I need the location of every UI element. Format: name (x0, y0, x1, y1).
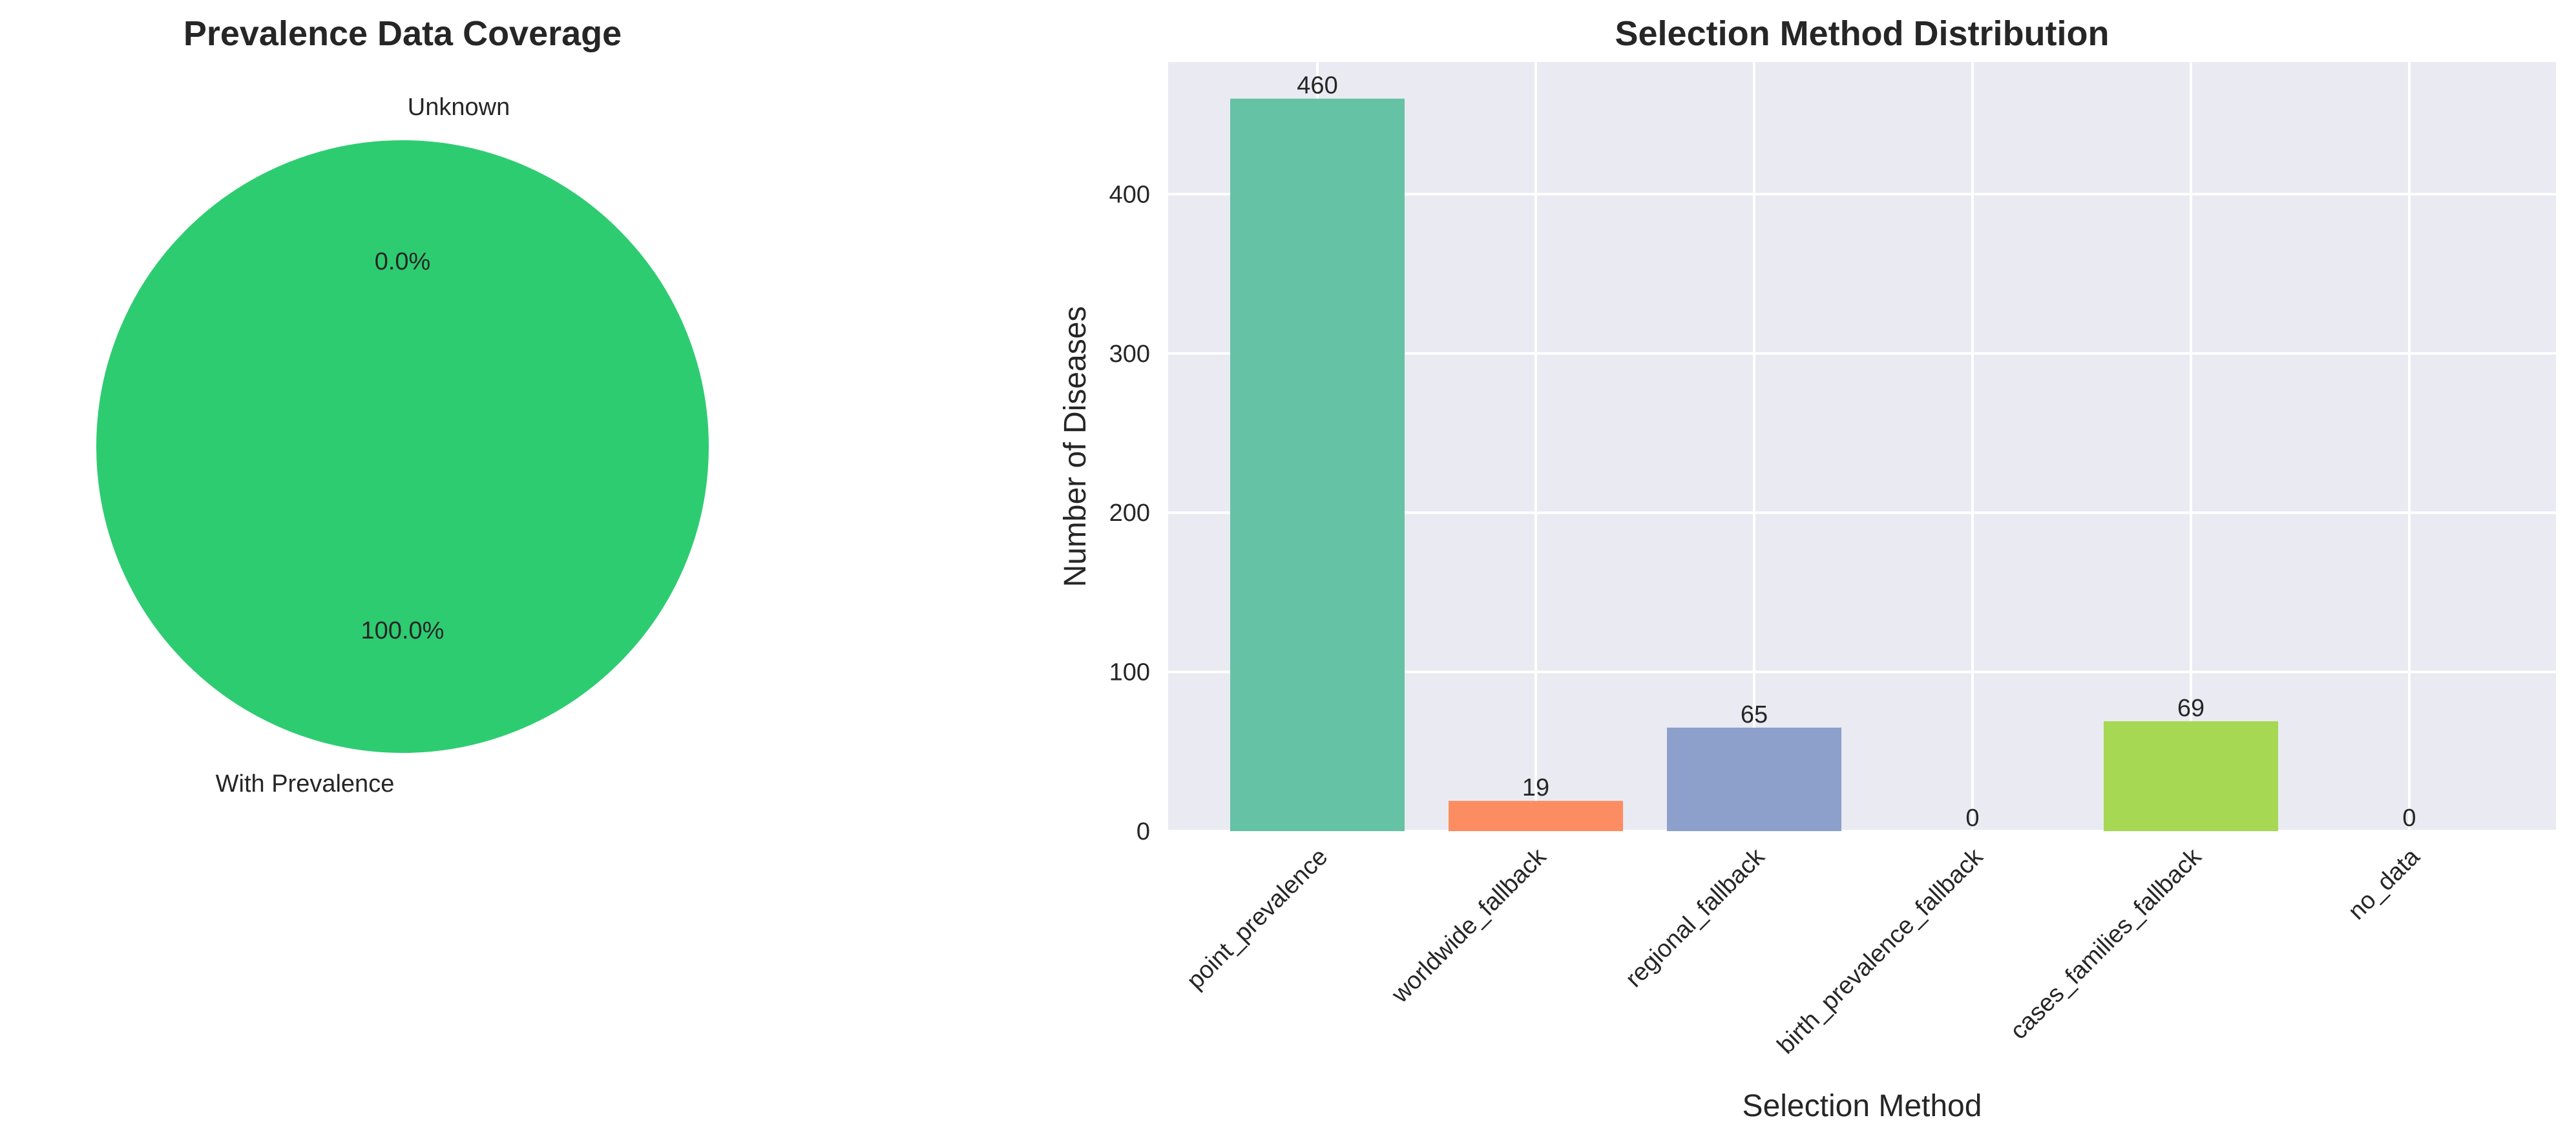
y-tick-0: 0 (1136, 818, 1150, 845)
y-tick-labels: 0 100 200 300 400 (1109, 181, 1150, 845)
bar-worldwide_fallback (1449, 801, 1623, 831)
x-axis-label: Selection Method (1743, 1089, 1982, 1123)
pie-label-with-prevalence: With Prevalence (216, 770, 395, 798)
bar-point_prevalence (1230, 98, 1405, 832)
bar-regional_fallback (1667, 727, 1841, 831)
bar-chart: Selection Method Distribution 460 19 65 0 69… (1058, 14, 2556, 1123)
bar-label-no_data: 0 (2402, 805, 2416, 832)
pie-slice-with-prevalence (95, 139, 710, 754)
bar-label-regional_fallback: 65 (1741, 701, 1768, 728)
pie-chart-title: Prevalence Data Coverage (183, 14, 622, 53)
bar-value-labels: 460 19 65 0 69 0 (1297, 72, 2416, 832)
y-tick-300: 300 (1109, 341, 1150, 368)
bar-chart-title: Selection Method Distribution (1615, 14, 2110, 53)
y-tick-100: 100 (1109, 659, 1150, 686)
y-tick-400: 400 (1109, 181, 1150, 208)
bar-label-cases_families_fallback: 69 (2177, 695, 2204, 722)
pie-pct-unknown: 0.0% (375, 248, 431, 275)
y-tick-200: 200 (1109, 500, 1150, 527)
pie-label-unknown: Unknown (408, 94, 510, 121)
pie-slices (95, 139, 710, 754)
bars (1230, 98, 2278, 832)
y-axis-label: Number of Diseases (1058, 306, 1093, 587)
bar-label-worldwide_fallback: 19 (1522, 774, 1549, 801)
pie-chart: Prevalence Data Coverage Unknown 0.0% 10… (95, 14, 710, 798)
pie-pct-with-prevalence: 100.0% (361, 617, 445, 644)
bar-label-point_prevalence: 460 (1297, 72, 1337, 100)
bar-cases_families_fallback (2104, 721, 2278, 831)
bar-label-birth_prevalence_fallback: 0 (1965, 805, 1979, 832)
